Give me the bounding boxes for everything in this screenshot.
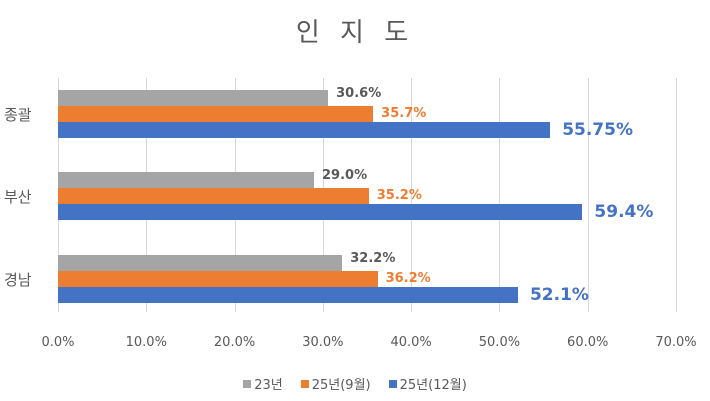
gridline bbox=[676, 78, 677, 312]
tick-label: 60.0% bbox=[567, 335, 609, 350]
data-label: 36.2% bbox=[385, 271, 431, 286]
tick-label: 10.0% bbox=[125, 335, 167, 350]
legend-label: 25년(12월) bbox=[399, 378, 467, 393]
data-label: 35.2% bbox=[376, 188, 422, 203]
bar-부산-25년(9월) bbox=[58, 188, 369, 204]
data-label: 32.2% bbox=[350, 251, 396, 266]
data-label: 59.4% bbox=[594, 202, 654, 222]
legend-item: 25년(12월) bbox=[388, 374, 467, 393]
plot-area: 30.6% 35.7% 55.75% 29.0% 35.2% 59.4% 32.2% 36.2… bbox=[58, 78, 677, 312]
gridline bbox=[587, 78, 589, 312]
tick-label: 30.0% bbox=[302, 335, 344, 350]
tick-label: 70.0% bbox=[655, 335, 697, 350]
legend-label: 23년 bbox=[254, 378, 283, 393]
data-label: 29.0% bbox=[322, 168, 368, 183]
tick-label: 0.0% bbox=[41, 335, 75, 350]
category-label: 종괄 bbox=[4, 106, 32, 124]
legend-swatch-icon bbox=[388, 379, 397, 388]
legend: 23년 25년(9월) 25년(12월) bbox=[0, 374, 710, 393]
bar-경남-23년 bbox=[58, 255, 343, 271]
category-label: 부산 bbox=[4, 188, 32, 206]
gridline bbox=[411, 78, 413, 312]
bar-종괄-25년(12월) bbox=[58, 122, 551, 138]
tick-label: 40.0% bbox=[390, 335, 432, 350]
data-label: 30.6% bbox=[336, 86, 382, 101]
bar-부산-23년 bbox=[58, 172, 315, 188]
data-label: 55.75% bbox=[562, 120, 633, 140]
gridline bbox=[499, 78, 501, 312]
data-label: 35.7% bbox=[381, 106, 427, 121]
bar-부산-25년(12월) bbox=[58, 204, 583, 220]
bar-종괄-23년 bbox=[58, 90, 329, 106]
legend-swatch-icon bbox=[300, 379, 309, 388]
legend-item: 23년 bbox=[243, 374, 283, 393]
bar-종괄-25년(9월) bbox=[58, 106, 374, 122]
chart-title: 인 지 도 bbox=[295, 18, 415, 48]
legend-label: 25년(9월) bbox=[311, 378, 371, 393]
tick-label: 50.0% bbox=[478, 335, 521, 350]
legend-swatch-icon bbox=[243, 379, 252, 388]
legend-item: 25년(9월) bbox=[300, 374, 371, 393]
category-label: 경남 bbox=[4, 271, 32, 289]
data-label: 52.1% bbox=[529, 285, 589, 305]
bar-경남-25년(9월) bbox=[58, 271, 378, 287]
tick-label: 20.0% bbox=[213, 335, 256, 350]
bar-경남-25년(12월) bbox=[58, 287, 518, 303]
